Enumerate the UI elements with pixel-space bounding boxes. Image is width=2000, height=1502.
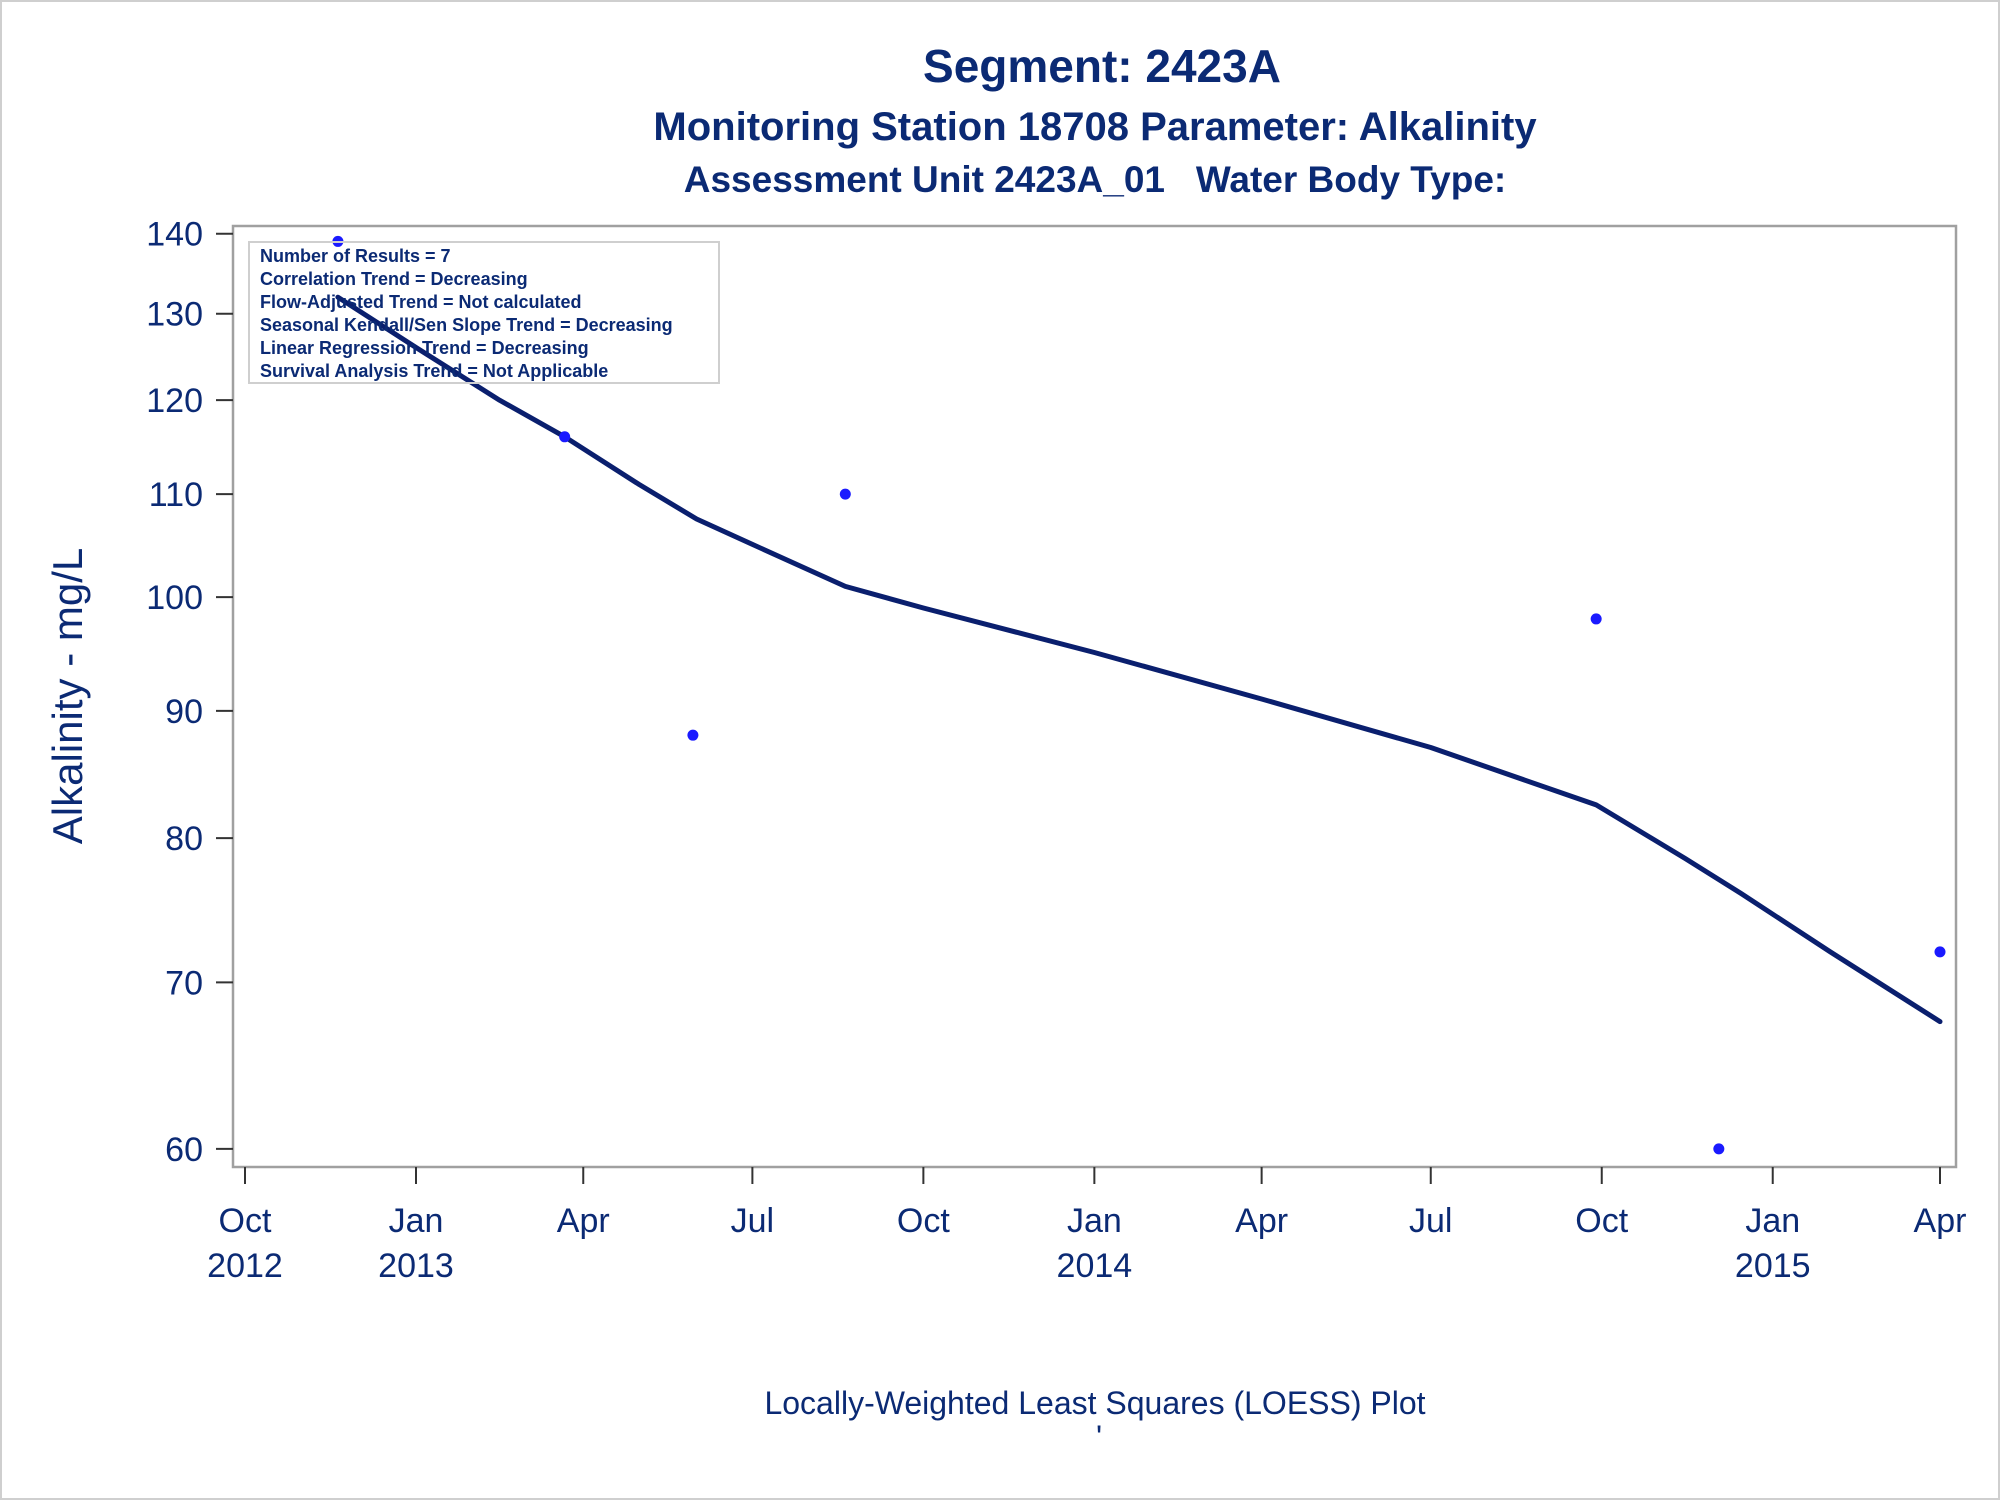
data-point (839, 488, 851, 500)
y-tick-label: 70 (165, 964, 203, 1002)
inset-line: Flow-Adjusted Trend = Not calculated (260, 292, 582, 312)
y-tick-label: 120 (146, 382, 203, 420)
y-axis: 60 70 80 90 100 110 120 130 140 (146, 216, 233, 1169)
data-point (1590, 613, 1602, 625)
y-tick-label: 60 (165, 1131, 203, 1169)
x-tick-label: Jul (731, 1202, 774, 1240)
x-tick-year-label: 2015 (1735, 1247, 1811, 1285)
data-point (1713, 1143, 1725, 1155)
inset-line: Correlation Trend = Decreasing (260, 269, 528, 289)
y-tick-label: 110 (149, 476, 203, 514)
y-axis-label: Alkalinity - mg/L (44, 548, 91, 844)
x-tick-label: Oct (1575, 1202, 1628, 1240)
plot-footnote: Locally-Weighted Least Squares (LOESS) P… (764, 1385, 1425, 1421)
data-point (1934, 946, 1946, 958)
inset-line: Linear Regression Trend = Decreasing (260, 338, 589, 358)
x-tick-label: Oct (897, 1202, 950, 1240)
x-tick-label: Jan (1745, 1202, 1800, 1240)
x-tick-label: Jul (1409, 1202, 1452, 1240)
x-tick-label: Oct (219, 1202, 272, 1240)
inset-border (248, 241, 720, 384)
x-tick-year-label: 2014 (1057, 1247, 1133, 1285)
x-tick-label: Jan (389, 1202, 444, 1240)
inset-line: Number of Results = 7 (260, 246, 451, 266)
series-layer (332, 235, 1946, 1155)
y-tick-label: 100 (146, 579, 203, 617)
inset-line: Seasonal Kendall/Sen Slope Trend = Decre… (260, 315, 673, 335)
y-tick-label: 130 (146, 296, 203, 334)
data-point (687, 729, 699, 741)
y-tick-label: 90 (165, 693, 203, 731)
inset-line: Survival Analysis Trend = Not Applicable (260, 361, 608, 381)
loess-line (335, 294, 1943, 1025)
y-tick-label: 140 (146, 216, 203, 254)
chart-title: Segment: 2423A (923, 40, 1281, 92)
x-tick-label: Apr (557, 1202, 610, 1240)
y-tick-label: 80 (165, 820, 203, 858)
chart-subtitle-2: Assessment Unit 2423A_01 Water Body Type… (684, 159, 1507, 200)
x-tick-label: Jan (1067, 1202, 1122, 1240)
x-tick-year-label: 2013 (378, 1247, 454, 1285)
data-point (559, 431, 571, 443)
trend-summary-inset: Number of Results = 7 Correlation Trend =… (248, 241, 720, 384)
x-tick-label: Apr (1914, 1202, 1967, 1240)
x-tick-year-label: 2012 (207, 1247, 283, 1285)
chart-subtitle: Monitoring Station 18708 Parameter: Alka… (653, 105, 1537, 149)
x-tick-label: Apr (1235, 1202, 1288, 1240)
x-axis: Oct 2012 Jan 2013 Apr Jul Oct Jan 2014 Apr Jul Oct J… (207, 1167, 1966, 1285)
footnote-mark: ' (1096, 1419, 1102, 1455)
